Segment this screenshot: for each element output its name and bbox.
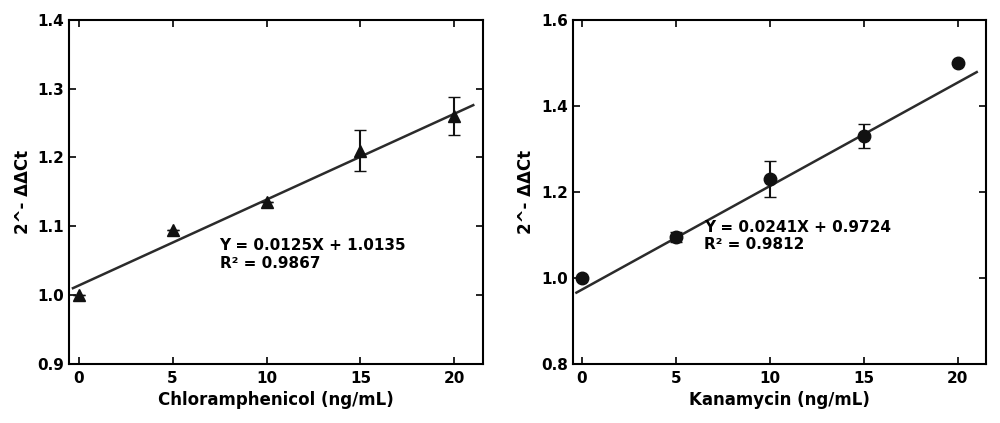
- Text: Y = 0.0241X + 0.9724
R² = 0.9812: Y = 0.0241X + 0.9724 R² = 0.9812: [704, 220, 891, 252]
- Y-axis label: 2^- ΔΔCt: 2^- ΔΔCt: [517, 150, 535, 234]
- Text: Y = 0.0125X + 1.0135
R² = 0.9867: Y = 0.0125X + 1.0135 R² = 0.9867: [220, 239, 406, 271]
- X-axis label: Kanamycin (ng/mL): Kanamycin (ng/mL): [689, 391, 870, 409]
- Y-axis label: 2^- ΔΔCt: 2^- ΔΔCt: [14, 150, 32, 234]
- X-axis label: Chloramphenicol (ng/mL): Chloramphenicol (ng/mL): [158, 391, 394, 409]
